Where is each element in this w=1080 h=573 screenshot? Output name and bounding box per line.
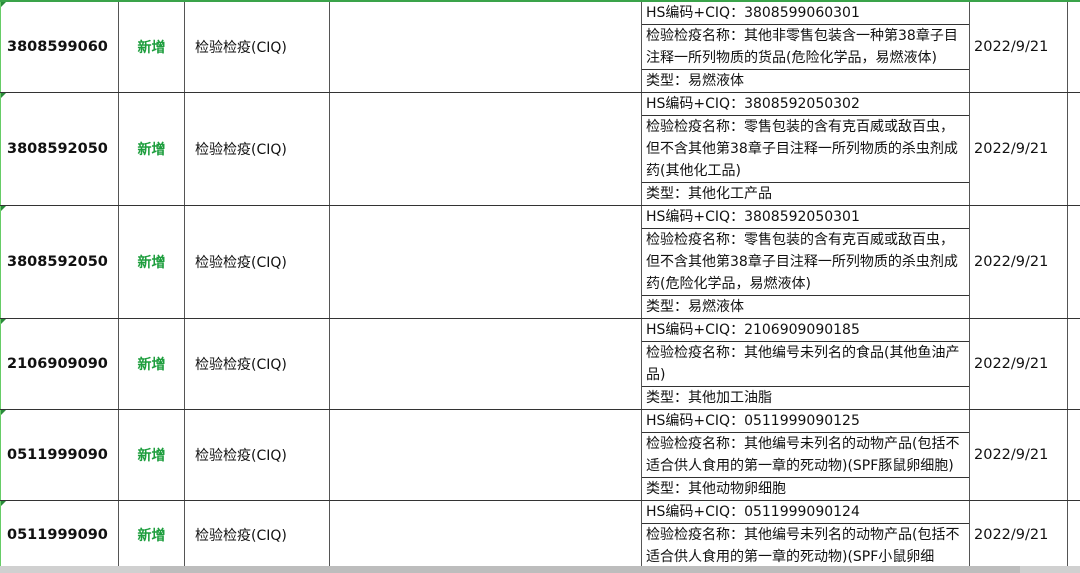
status-cell[interactable]: 新增	[119, 2, 185, 92]
hs-ciq-code[interactable]: HS编码+CIQ：3808592050301	[642, 206, 969, 229]
status-text: 新增	[137, 142, 166, 158]
status-cell[interactable]: 新增	[119, 319, 185, 409]
category-cell[interactable]: 检验检疫(CIQ)	[185, 410, 330, 500]
next-column-cell[interactable]	[1068, 319, 1080, 409]
date-cell[interactable]: 2022/9/21	[970, 501, 1068, 569]
product-type[interactable]: 类型：其他动物卵细胞	[646, 481, 786, 497]
next-column-cell[interactable]	[1068, 410, 1080, 500]
status-cell[interactable]: 新增	[119, 410, 185, 500]
detail-cell: HS编码+CIQ：3808592050302 检验检疫名称：零售包装的含有克百威…	[642, 93, 970, 205]
table-row: 0511999090 新增 检验检疫(CIQ) HS编码+CIQ：0511999…	[0, 410, 1080, 501]
date-text: 2022/9/21	[974, 447, 1049, 463]
next-column-cell[interactable]	[1068, 93, 1080, 205]
hs-ciq-code[interactable]: HS编码+CIQ：3808592050302	[642, 93, 969, 116]
date-cell[interactable]: 2022/9/21	[970, 93, 1068, 205]
cell-comment-marker-icon	[1, 93, 6, 98]
empty-cell[interactable]	[330, 206, 642, 318]
status-text: 新增	[137, 357, 166, 373]
inspection-name[interactable]: 检验检疫名称：零售包装的含有克百威或敌百虫，但不含其他第38章子目注释一所列物质…	[642, 116, 969, 183]
inspection-name[interactable]: 检验检疫名称：其他编号未列名的食品(其他鱼油产品)	[642, 342, 969, 387]
cell-comment-marker-icon	[1, 2, 6, 7]
hs-code: 3808592050	[7, 254, 108, 270]
next-column-cell[interactable]	[1068, 206, 1080, 318]
hs-code: 3808592050	[7, 141, 108, 157]
cell-comment-marker-icon	[1, 410, 6, 415]
detail-cell: HS编码+CIQ：0511999090124 检验检疫名称：其他编号未列名的动物…	[642, 501, 970, 569]
hs-code-cell[interactable]: 2106909090	[0, 319, 119, 409]
table-row: 3808592050 新增 检验检疫(CIQ) HS编码+CIQ：3808592…	[0, 206, 1080, 319]
table-row: 0511999090 新增 检验检疫(CIQ) HS编码+CIQ：0511999…	[0, 501, 1080, 570]
category-cell[interactable]: 检验检疫(CIQ)	[185, 206, 330, 318]
status-cell[interactable]: 新增	[119, 501, 185, 569]
table-row: 3808592050 新增 检验检疫(CIQ) HS编码+CIQ：3808592…	[0, 93, 1080, 206]
category-text: 检验检疫(CIQ)	[195, 142, 287, 158]
product-type[interactable]: 类型：其他化工产品	[646, 186, 772, 202]
detail-cell: HS编码+CIQ：3808599060301 检验检疫名称：其他非零售包装含一种…	[642, 2, 970, 92]
empty-cell[interactable]	[330, 501, 642, 569]
product-type[interactable]: 类型：其他加工油脂	[646, 390, 772, 406]
category-cell[interactable]: 检验检疫(CIQ)	[185, 319, 330, 409]
hs-code: 0511999090	[7, 527, 108, 543]
hs-code-cell[interactable]: 3808592050	[0, 206, 119, 318]
category-text: 检验检疫(CIQ)	[195, 40, 287, 56]
date-text: 2022/9/21	[974, 356, 1049, 372]
detail-cell: HS编码+CIQ：0511999090125 检验检疫名称：其他编号未列名的动物…	[642, 410, 970, 500]
cell-comment-marker-icon	[1, 206, 6, 211]
category-cell[interactable]: 检验检疫(CIQ)	[185, 93, 330, 205]
hs-code: 2106909090	[7, 356, 108, 372]
table-row: 3808599060 新增 检验检疫(CIQ) HS编码+CIQ：3808599…	[0, 2, 1080, 93]
cell-comment-marker-icon	[1, 319, 6, 324]
detail-cell: HS编码+CIQ：2106909090185 检验检疫名称：其他编号未列名的食品…	[642, 319, 970, 409]
hs-code: 0511999090	[7, 447, 108, 463]
status-text: 新增	[137, 40, 166, 56]
status-text: 新增	[137, 448, 166, 464]
status-cell[interactable]: 新增	[119, 206, 185, 318]
inspection-name[interactable]: 检验检疫名称：其他非零售包装含一种第38章子目注释一所列物质的货品(危险化学品，…	[642, 25, 969, 70]
category-text: 检验检疫(CIQ)	[195, 448, 287, 464]
inspection-name[interactable]: 检验检疫名称：零售包装的含有克百威或敌百虫，但不含其他第38章子目注释一所列物质…	[642, 229, 969, 296]
hs-ciq-code[interactable]: HS编码+CIQ：0511999090124	[642, 501, 969, 524]
inspection-name[interactable]: 检验检疫名称：其他编号未列名的动物产品(包括不适合供人食用的第一章的死动物)(S…	[642, 524, 969, 569]
category-text: 检验检疫(CIQ)	[195, 528, 287, 544]
category-cell[interactable]: 检验检疫(CIQ)	[185, 501, 330, 569]
date-text: 2022/9/21	[974, 527, 1049, 543]
hs-code-cell[interactable]: 0511999090	[0, 501, 119, 569]
status-text: 新增	[137, 255, 166, 271]
hs-code-cell[interactable]: 3808599060	[0, 2, 119, 92]
hs-code-cell[interactable]: 3808592050	[0, 93, 119, 205]
detail-cell: HS编码+CIQ：3808592050301 检验检疫名称：零售包装的含有克百威…	[642, 206, 970, 318]
status-cell[interactable]: 新增	[119, 93, 185, 205]
date-cell[interactable]: 2022/9/21	[970, 319, 1068, 409]
category-cell[interactable]: 检验检疫(CIQ)	[185, 2, 330, 92]
empty-cell[interactable]	[330, 2, 642, 92]
next-column-cell[interactable]	[1068, 501, 1080, 569]
product-type[interactable]: 类型：易燃液体	[646, 73, 744, 89]
date-text: 2022/9/21	[974, 254, 1049, 270]
date-text: 2022/9/21	[974, 39, 1049, 55]
product-type[interactable]: 类型：易燃液体	[646, 299, 744, 315]
hs-ciq-code[interactable]: HS编码+CIQ：2106909090185	[642, 319, 969, 342]
category-text: 检验检疫(CIQ)	[195, 357, 287, 373]
horizontal-scrollbar[interactable]	[0, 566, 1080, 573]
hs-code-cell[interactable]: 0511999090	[0, 410, 119, 500]
date-cell[interactable]: 2022/9/21	[970, 410, 1068, 500]
scrollbar-thumb[interactable]	[150, 566, 1020, 573]
date-cell[interactable]: 2022/9/21	[970, 2, 1068, 92]
hs-ciq-code[interactable]: HS编码+CIQ：3808599060301	[642, 2, 969, 25]
empty-cell[interactable]	[330, 319, 642, 409]
table-row: 2106909090 新增 检验检疫(CIQ) HS编码+CIQ：2106909…	[0, 319, 1080, 410]
category-text: 检验检疫(CIQ)	[195, 255, 287, 271]
empty-cell[interactable]	[330, 93, 642, 205]
hs-ciq-code[interactable]: HS编码+CIQ：0511999090125	[642, 410, 969, 433]
cell-comment-marker-icon	[1, 501, 6, 506]
hs-code: 3808599060	[7, 39, 108, 55]
empty-cell[interactable]	[330, 410, 642, 500]
date-cell[interactable]: 2022/9/21	[970, 206, 1068, 318]
next-column-cell[interactable]	[1068, 2, 1080, 92]
inspection-name[interactable]: 检验检疫名称：其他编号未列名的动物产品(包括不适合供人食用的第一章的死动物)(S…	[642, 433, 969, 478]
date-text: 2022/9/21	[974, 141, 1049, 157]
status-text: 新增	[137, 528, 166, 544]
